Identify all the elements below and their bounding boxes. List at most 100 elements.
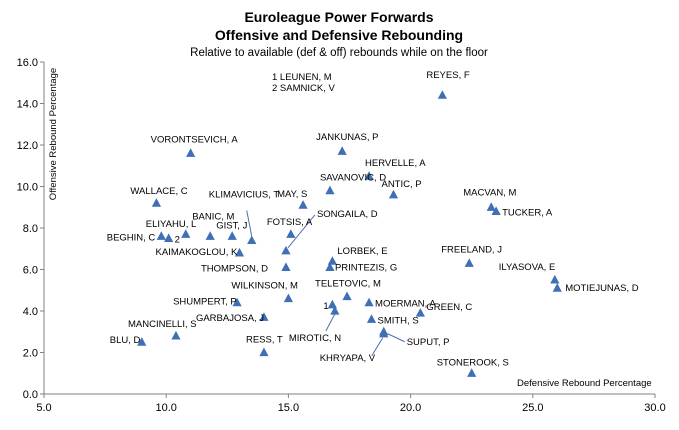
marker-moerman-a: [364, 297, 374, 307]
y-tick-label: 8.0: [23, 223, 38, 235]
note-2: 2 SAMNICK, V: [272, 83, 335, 94]
marker-eliyahu-l: [181, 229, 191, 238]
y-tick-label: 10.0: [17, 182, 38, 194]
label-vorontsevich-a: VORONTSEVICH, A: [151, 134, 239, 145]
x-tick-label: 15.0: [278, 402, 299, 414]
label-reyes-f: REYES, F: [426, 70, 469, 81]
label-mirotic-n: MIROTIC, N: [289, 333, 341, 344]
marker-wilkinson-m: [283, 293, 293, 303]
label-savanovic-d: SAVANOVIC, D: [320, 173, 386, 184]
label-beghin-c: BEGHIN, C: [107, 232, 156, 243]
x-tick-label: 10.0: [155, 402, 176, 414]
label-2: 2: [175, 234, 180, 245]
label-eliyahu-l: ELIYAHU, L: [146, 219, 197, 230]
label-thompson-d: THOMPSON, D: [201, 263, 268, 274]
marker-garbajosa-j: [259, 312, 269, 321]
y-tick-label: 14.0: [17, 99, 38, 111]
label-suput-p: SUPUT, P: [407, 337, 450, 348]
marker-hervelle-a: [364, 171, 374, 180]
label-kaimakoglou-k: KAIMAKOGLOU, K: [156, 247, 238, 258]
label-stonerook-s: STONEROOK, S: [437, 357, 509, 368]
marker-green-c: [415, 308, 425, 317]
marker-ilyasova-e: [550, 274, 560, 284]
marker-1: [327, 299, 337, 309]
marker-freeland-j: [464, 258, 474, 267]
label-klimavicius-t: KLIMAVICIUS, T: [209, 189, 280, 200]
marker-mirotic-n: [330, 306, 340, 315]
label-ress-t: RESS, T: [246, 335, 283, 346]
y-tick-label: 4.0: [23, 306, 38, 318]
y-tick-label: 12.0: [17, 140, 38, 152]
chart-subtitle: Relative to available (def & off) reboun…: [190, 47, 488, 59]
marker-khryapa-v: [379, 328, 389, 338]
marker-songaila-d: [281, 245, 291, 255]
marker-tucker-a: [491, 206, 501, 215]
label-motiejunas-d: MOTIEJUNAS, D: [565, 283, 639, 294]
leader-suput-p: [387, 333, 405, 343]
label-antic-p: ANTIC, P: [381, 179, 421, 190]
x-tick-group: 5.0 10.0 15.0 20.0 25.0 30.0: [36, 394, 666, 414]
marker-klimavicius-t: [247, 235, 257, 245]
marker-motiejunas-d: [552, 283, 562, 292]
x-tick-label: 5.0: [36, 402, 51, 414]
label-macvan-m: MACVAN, M: [463, 187, 516, 198]
marker-shumpert-p: [232, 297, 242, 307]
label-tucker-a: TUCKER, A: [502, 207, 553, 218]
marker-banic-m: [205, 231, 215, 240]
marker-printezis-g: [325, 262, 335, 272]
marker-savanovic-d: [325, 185, 335, 195]
label-banic-m: BANIC, M: [192, 211, 234, 222]
leader-songaila-d: [287, 214, 316, 249]
marker-beghin-c: [156, 231, 166, 240]
label-blu-d: BLU, D: [110, 335, 141, 346]
point-labels: REYES, F VORONTSEVICH, A JANKUNAS, P HERVEL…: [107, 70, 639, 368]
label-songaila-d: SONGAILA, D: [317, 209, 378, 220]
label-green-c: GREEN, C: [426, 302, 472, 313]
label-hervelle-a: HERVELLE, A: [365, 158, 426, 169]
marker-thompson-d: [281, 262, 291, 272]
label-ilyasova-e: ILYASOVA, E: [499, 262, 556, 273]
marker-gist-j: [227, 231, 237, 240]
x-axis-label: Defensive Rebound Percentage: [517, 378, 652, 389]
label-mancinelli-s: MANCINELLI, S: [128, 319, 197, 330]
label-jankunas-p: JANKUNAS, P: [316, 132, 378, 143]
x-tick-label: 20.0: [400, 402, 421, 414]
marker-teletovic-m: [342, 291, 352, 301]
marker-jankunas-p: [337, 146, 347, 155]
label-moerman-a: MOERMAN, A: [375, 299, 436, 310]
chart-title: Euroleague Power Forwards: [244, 9, 433, 25]
data-points: [137, 90, 562, 377]
marker-may-s: [298, 200, 308, 209]
marker-mancinelli-s: [171, 330, 181, 340]
label-smith-s: SMITH, S: [377, 315, 418, 326]
label-khryapa-v: KHRYAPA, V: [320, 353, 376, 364]
marker-fotsis-a: [286, 229, 296, 238]
label-wallace-c: WALLACE, C: [130, 186, 187, 197]
marker-kaimakoglou-k: [234, 247, 245, 257]
label-shumpert-p: SHUMPERT, P: [173, 297, 237, 308]
label-freeland-j: FREELAND, J: [441, 244, 502, 255]
label-wilkinson-m: WILKINSON, M: [231, 281, 298, 292]
label-gist-j: GIST, J: [216, 220, 247, 231]
marker-reyes-f: [437, 90, 447, 99]
note-1: 1 LEUNEN, M: [272, 72, 332, 83]
label-fotsis-a: FOTSIS, A: [267, 217, 313, 228]
y-axis-label: Offensive Rebound Percentage: [48, 68, 59, 200]
label-may-s: MAY, S: [277, 189, 307, 200]
label-lorbek-e: LORBEK, E: [337, 246, 387, 257]
label-teletovic-m: TELETOVIC, M: [315, 278, 381, 289]
marker-macvan-m: [486, 202, 496, 211]
y-tick-label: 6.0: [23, 265, 38, 277]
marker-stonerook-s: [467, 368, 477, 377]
x-tick-label: 25.0: [522, 402, 543, 414]
marker-vorontsevich-a: [186, 148, 196, 157]
leader-klimavicius-t: [246, 210, 253, 237]
y-tick-group: 0.0 2.0 4.0 6.0 8.0 10.0 12.0 14.0 16.0: [17, 57, 44, 401]
x-tick-label: 30.0: [644, 402, 665, 414]
marker-2: [164, 233, 174, 242]
y-tick-label: 2.0: [23, 348, 38, 360]
marker-lorbek-e: [327, 256, 337, 265]
marker-ress-t: [259, 347, 269, 357]
label-printezis-g: PRINTEZIS, G: [335, 262, 397, 273]
leader-khryapa-v: [371, 337, 384, 357]
